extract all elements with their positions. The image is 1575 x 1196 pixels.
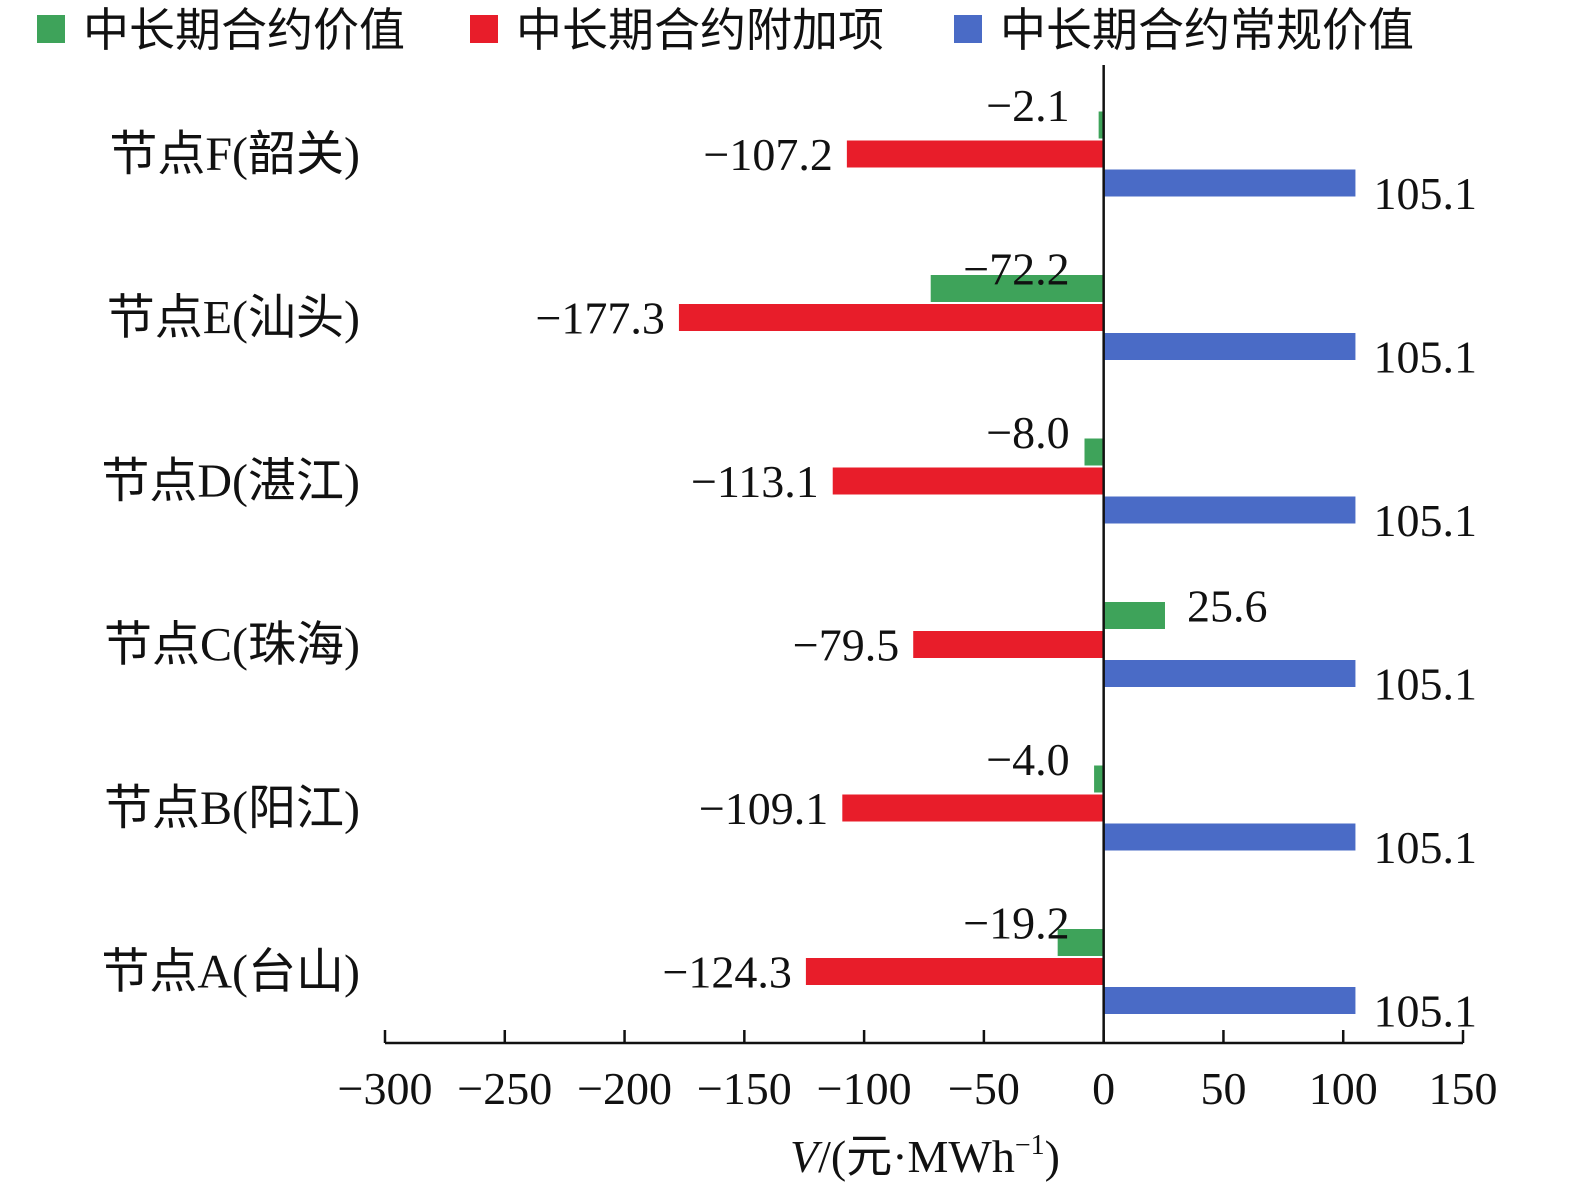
category-labels: 节点F(韶关) 节点E(汕头) 节点D(湛江) 节点C(珠海) 节点B(阳江) 节点A(台… bbox=[101, 128, 360, 999]
x-tick-label: −250 bbox=[457, 1063, 552, 1114]
x-tick-label: 0 bbox=[1092, 1063, 1115, 1114]
bars-group: −2.1 −107.2 105.1 −72.2 −177.3 105.1 −8.0 −113.… bbox=[535, 80, 1476, 1037]
data-label-2: 105.1 bbox=[1373, 495, 1477, 546]
data-label-1: −177.3 bbox=[535, 293, 664, 344]
data-label-0: −8.0 bbox=[986, 407, 1069, 458]
data-label-2: 105.1 bbox=[1373, 986, 1477, 1037]
bar-1 bbox=[832, 467, 1104, 495]
bar-1 bbox=[913, 631, 1104, 658]
x-tick-label: −150 bbox=[697, 1063, 792, 1114]
data-label-0: −19.2 bbox=[963, 898, 1069, 949]
bar-0 bbox=[1103, 602, 1165, 629]
bar-0 bbox=[1084, 438, 1104, 466]
data-label-0: −2.1 bbox=[986, 80, 1069, 131]
legend-label-1: 中长期合约附加项 bbox=[516, 3, 884, 57]
x-axis-label: V/(元·MWh−1) bbox=[790, 1130, 1060, 1182]
x-tick-label: −100 bbox=[817, 1063, 912, 1114]
legend-swatch-0 bbox=[37, 15, 65, 43]
bar-1 bbox=[846, 140, 1104, 168]
data-label-2: 105.1 bbox=[1373, 659, 1477, 710]
bar-2 bbox=[1103, 169, 1356, 197]
bar-2 bbox=[1103, 823, 1356, 851]
category-label: 节点C(珠海) bbox=[104, 619, 360, 672]
data-label-1: −109.1 bbox=[699, 783, 828, 834]
data-label-1: −107.2 bbox=[703, 129, 832, 180]
x-tick-label: −200 bbox=[577, 1063, 672, 1114]
category-label: 节点F(韶关) bbox=[109, 128, 360, 181]
data-label-2: 105.1 bbox=[1373, 168, 1477, 219]
bar-1 bbox=[805, 958, 1104, 985]
x-tick-label: 100 bbox=[1309, 1063, 1378, 1114]
data-label-0: 25.6 bbox=[1187, 581, 1268, 632]
x-axis: −300 −250 −200 −150 −100 −50 0 50 100 150 bbox=[338, 65, 1498, 1114]
bar-1 bbox=[842, 794, 1104, 822]
bar-2 bbox=[1103, 496, 1356, 524]
legend-label-2: 中长期合约常规价值 bbox=[1000, 3, 1414, 57]
legend-swatch-1 bbox=[470, 15, 498, 43]
category-label: 节点D(湛江) bbox=[101, 455, 360, 508]
bar-2 bbox=[1103, 660, 1356, 687]
legend: 中长期合约价值 中长期合约附加项 中长期合约常规价值 bbox=[37, 3, 1414, 57]
category-label: 节点E(汕头) bbox=[107, 292, 360, 345]
data-label-2: 105.1 bbox=[1373, 822, 1477, 873]
x-tick-label: −50 bbox=[948, 1063, 1020, 1114]
x-tick-label: 150 bbox=[1429, 1063, 1498, 1114]
x-tick-label: 50 bbox=[1200, 1063, 1246, 1114]
bar-1 bbox=[678, 304, 1104, 331]
bar-2 bbox=[1103, 987, 1356, 1014]
bar-0 bbox=[1057, 929, 1104, 956]
legend-label-0: 中长期合约价值 bbox=[83, 3, 405, 57]
category-label: 节点A(台山) bbox=[101, 946, 360, 999]
data-label-1: −79.5 bbox=[793, 620, 899, 671]
bar-0 bbox=[1094, 765, 1104, 793]
bar-0 bbox=[1098, 111, 1104, 139]
data-label-0: −4.0 bbox=[986, 734, 1069, 785]
x-tick-label: −300 bbox=[338, 1063, 433, 1114]
category-label: 节点B(阳江) bbox=[104, 782, 360, 835]
bar-0 bbox=[930, 275, 1104, 302]
bar-2 bbox=[1103, 333, 1356, 360]
data-label-1: −113.1 bbox=[691, 456, 819, 507]
legend-swatch-2 bbox=[954, 15, 982, 43]
data-label-1: −124.3 bbox=[662, 947, 791, 998]
data-label-2: 105.1 bbox=[1373, 332, 1477, 383]
data-label-0: −72.2 bbox=[963, 244, 1069, 295]
